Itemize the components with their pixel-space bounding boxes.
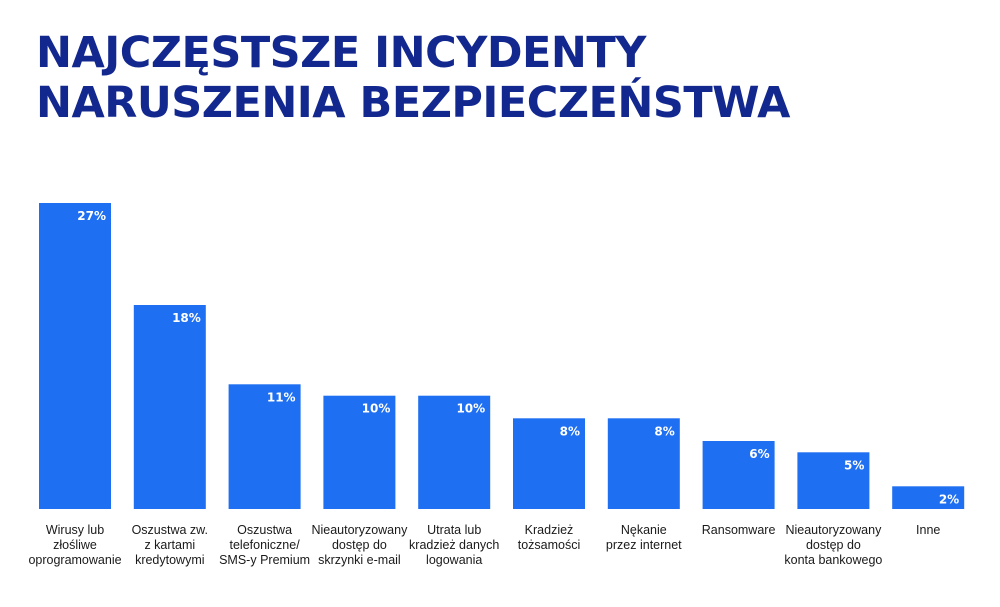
bar [133,305,206,509]
category-label: Nieautoryzowany dostęp do konta bankowego [784,523,882,567]
bar [607,418,680,509]
bar-value-label: 2% [939,492,959,506]
category-label: Inne [916,523,940,537]
bar-value-label: 5% [844,458,864,472]
chart-title: NAJCZĘSTSZE INCYDENTY NARUSZENIA BEZPIEC… [36,28,790,128]
bar-value-label: 10% [362,402,391,416]
category-label: Ransomware [702,523,776,537]
bar-value-label: 27% [77,209,106,223]
bar-value-label: 8% [560,424,580,438]
chart-title-line-2: NARUSZENIA BEZPIECZEŃSTWA [36,78,790,128]
bar [323,395,396,509]
bar-value-label: 10% [456,402,485,416]
bar-value-label: 8% [654,424,674,438]
category-label: Oszustwa telefoniczne/SMS-y Premium [219,523,310,567]
category-label: Utrata lub kradzież danych logowania [409,523,499,567]
category-label: Nieautoryzowany dostęp do skrzynki e-mail [311,523,408,567]
bar-value-label: 18% [172,311,201,325]
bar [513,418,585,509]
bar [228,384,301,509]
category-label: Nękanie przez internet [606,523,682,552]
category-label: Kradzież tożsamości [518,523,581,552]
bar-value-label: 11% [267,390,296,404]
category-label: Oszustwa zw. z kartami kredytowymi [132,523,208,567]
category-label: Wirusy lub złośliwe oprogramowanie [28,523,121,567]
bar [418,395,491,509]
bar [702,441,775,509]
bar [39,203,111,509]
bar-value-label: 6% [749,447,769,461]
chart-title-line-1: NAJCZĘSTSZE INCYDENTY [36,28,646,78]
bar [797,452,870,509]
bar [892,486,965,509]
